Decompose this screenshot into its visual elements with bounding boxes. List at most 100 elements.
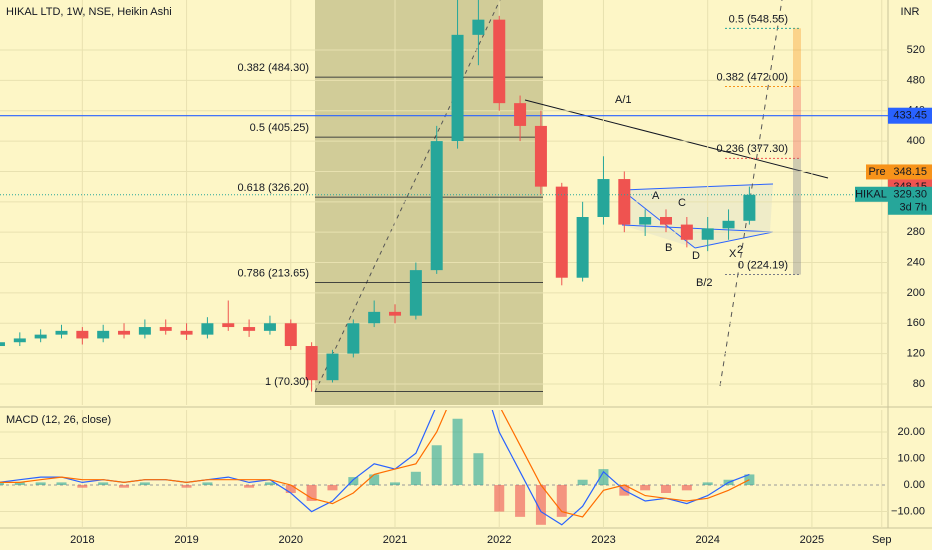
candle-body: [618, 179, 631, 225]
annotation: A/1: [615, 94, 632, 106]
candle-body: [639, 216, 652, 225]
histogram-bar: [98, 482, 109, 486]
fib-label: 0.618 (326.20): [237, 182, 309, 194]
countdown: 3d 7h: [899, 202, 927, 214]
histogram-bar: [181, 485, 192, 488]
candle-body: [409, 270, 422, 316]
annotation: 2: [737, 244, 743, 256]
macd-title: MACD (12, 26, close): [6, 414, 111, 426]
trend-line: [524, 99, 829, 179]
fib-band: [793, 158, 801, 275]
x-tick-label: 2024: [695, 534, 719, 546]
histogram-bar: [0, 482, 4, 486]
y-tick-label: 200: [907, 287, 925, 299]
y-tick-label: 240: [907, 256, 925, 268]
pre-tag-label: Pre: [868, 166, 885, 178]
pre-price-tag: [888, 164, 932, 180]
candle-body: [514, 103, 527, 126]
histogram-bar: [119, 485, 130, 488]
fib-label: 0.382 (472.00): [716, 71, 788, 83]
candle-body: [389, 311, 402, 316]
histogram-bar: [473, 453, 484, 486]
histogram-bar: [56, 482, 67, 486]
y-tick-label: 280: [907, 226, 925, 238]
fib-label: 1 (70.30): [265, 376, 309, 388]
fib-label: 0.5 (405.25): [250, 122, 309, 134]
histogram-bar: [431, 445, 442, 486]
candle-body: [701, 228, 714, 240]
candle-body: [284, 323, 297, 347]
histogram-bar: [35, 482, 46, 486]
candle-body: [180, 330, 193, 335]
histogram-bar: [598, 469, 609, 486]
histogram-bar: [244, 485, 255, 488]
candle-body: [576, 216, 589, 278]
candle-body: [0, 342, 5, 347]
x-tick-label: 2019: [174, 534, 198, 546]
candle-body: [13, 338, 26, 343]
y-tick-label: −10.00: [891, 505, 925, 517]
pre-tag: [866, 164, 888, 180]
candle-body: [305, 346, 318, 381]
fib-label: 0.236 (377.30): [716, 143, 788, 155]
histogram-bar: [577, 479, 588, 486]
x-tick-label: Sep: [872, 534, 892, 546]
candle-body: [138, 327, 151, 335]
candle-body: [430, 141, 443, 271]
y-tick-label: 520: [907, 44, 925, 56]
candle-body: [368, 311, 381, 324]
candle-body: [159, 327, 172, 331]
y-tick-label: 480: [907, 74, 925, 86]
annotation: B: [665, 242, 672, 254]
fib-label: 0.5 (548.55): [729, 13, 788, 25]
candle-body: [222, 323, 235, 328]
histogram-bar: [139, 482, 150, 486]
candle-body: [243, 327, 256, 331]
candle-body: [347, 323, 360, 354]
y-tick-label: 120: [907, 348, 925, 360]
histogram-bar: [535, 485, 546, 525]
x-tick-label: 2025: [800, 534, 824, 546]
candle-body: [118, 330, 131, 335]
fib-label: 0 (224.19): [738, 259, 788, 271]
histogram-bar: [640, 485, 651, 491]
fib-label: 0.786 (213.65): [237, 267, 309, 279]
candle-body: [97, 330, 110, 339]
histogram-bar: [327, 485, 338, 491]
histogram-bar: [556, 485, 567, 517]
currency: INR: [901, 6, 920, 18]
candle-body: [722, 220, 735, 229]
histogram-bar: [306, 485, 317, 501]
candle-body: [743, 194, 756, 221]
histogram-bar: [410, 471, 421, 486]
current-price-tag: [888, 186, 932, 215]
price-tag: [888, 107, 932, 124]
candle-body: [55, 330, 68, 335]
candle-body: [451, 34, 464, 142]
fib-band: [793, 86, 801, 159]
x-tick-label: 2023: [591, 534, 615, 546]
macd-pane: [0, 410, 888, 528]
histogram-bar: [515, 485, 526, 517]
histogram-bar: [369, 474, 380, 486]
candle-body: [534, 125, 547, 187]
y-tick-label: 20.00: [897, 426, 925, 438]
y-tick-label: 160: [907, 317, 925, 329]
annotation: X: [729, 248, 737, 260]
candle-body: [34, 334, 47, 339]
candle-body: [76, 330, 89, 339]
annotation: A: [652, 190, 660, 202]
price-tag-label: 433.45: [893, 110, 927, 122]
histogram-bar: [14, 482, 25, 486]
y-tick-label: 80: [913, 378, 925, 390]
candle-body: [680, 224, 693, 240]
y-tick-label: 400: [907, 135, 925, 147]
pre-price-label: 348.15: [893, 166, 927, 178]
candle-body: [597, 179, 610, 217]
x-tick-label: 2022: [487, 534, 511, 546]
histogram-bar: [390, 482, 401, 486]
candle-body: [326, 353, 339, 381]
channel-line: [621, 224, 774, 233]
histogram-bar: [494, 485, 505, 512]
